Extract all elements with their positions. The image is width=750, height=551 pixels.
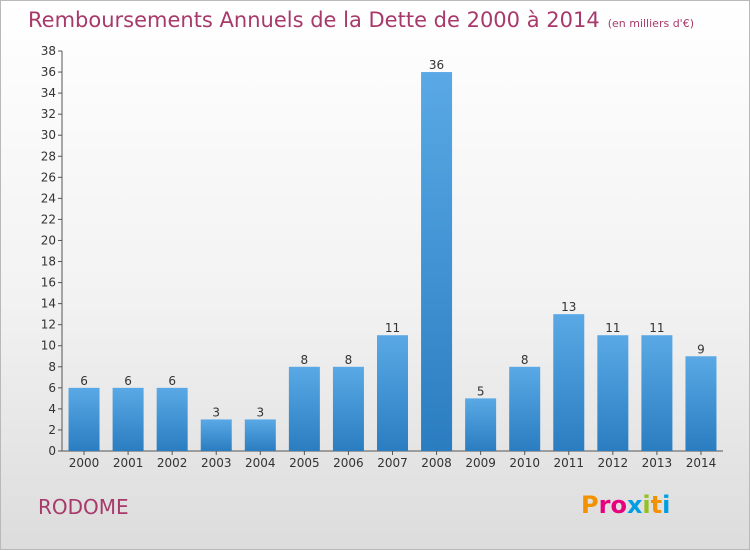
y-tick-label: 4 [48,402,56,416]
y-tick-label: 22 [41,212,56,226]
proxiti-logo[interactable]: Proxiti [581,491,670,519]
place-name: RODOME [38,495,129,519]
data-label-2014: 9 [697,342,705,356]
bar-2014 [685,356,717,451]
data-label-2009: 5 [477,384,485,398]
bar-2000 [68,387,100,451]
logo-letter: t [650,491,663,519]
x-tick-label-2004: 2004 [245,456,276,470]
y-tick-label: 28 [41,149,56,163]
logo-letter: o [610,491,627,519]
bar-2003 [200,419,232,451]
chart-unit: (en milliers d'€) [607,17,694,30]
bar-2008 [421,72,453,451]
x-tick-label-2006: 2006 [333,456,364,470]
y-tick-label: 2 [48,423,56,437]
y-tick-label: 38 [41,44,56,58]
x-tick-label-2011: 2011 [553,456,584,470]
y-tick-label: 6 [48,381,56,395]
data-label-2008: 36 [429,58,444,72]
data-label-2010: 8 [521,353,529,367]
x-tick-label-2008: 2008 [421,456,452,470]
y-tick-label: 10 [41,339,56,353]
chart-labels: 2000 6 2001 6 2002 6 2003 3 2004 3 2005 8 2006 8 2007 1… [69,58,716,470]
y-tick-label: 24 [41,191,56,205]
chart-bars [68,72,717,451]
bar-2004 [244,419,276,451]
bar-2010 [509,366,541,451]
data-label-2005: 8 [301,353,309,367]
bar-2012 [597,335,629,451]
x-tick-label-2001: 2001 [113,456,144,470]
y-tick-label: 8 [48,360,56,374]
data-label-2001: 6 [124,374,132,388]
x-tick-label-2005: 2005 [289,456,320,470]
data-label-2006: 8 [345,353,353,367]
data-label-2002: 6 [168,374,176,388]
y-tick-label: 18 [41,255,56,269]
x-tick-label-2013: 2013 [642,456,673,470]
data-label-2011: 13 [561,300,576,314]
chart-title: Remboursements Annuels de la Dette de 20… [28,8,694,32]
x-tick-label-2000: 2000 [69,456,100,470]
bar-2007 [377,335,408,451]
logo-letter: i [642,491,651,519]
data-label-2013: 11 [649,321,664,335]
bar-2011 [553,314,585,451]
logo-letter: r [598,491,611,519]
logo-letter: i [662,491,671,519]
x-tick-label-2014: 2014 [686,456,717,470]
y-tick-label: 20 [41,233,56,247]
y-tick-label: 0 [48,444,56,458]
bar-2006 [332,366,364,451]
bar-2001 [112,387,144,451]
x-tick-label-2002: 2002 [157,456,188,470]
bar-2013 [641,335,673,451]
x-tick-label-2009: 2009 [465,456,496,470]
y-tick-label: 26 [41,170,56,184]
x-tick-label-2007: 2007 [377,456,408,470]
chart-title-text: Remboursements Annuels de la Dette de 20… [28,8,600,32]
data-label-2004: 3 [256,405,264,419]
logo-letter: P [581,491,599,519]
logo-letter: x [626,491,643,519]
y-tick-label: 32 [41,107,56,121]
data-label-2003: 3 [212,405,220,419]
data-label-2000: 6 [80,374,88,388]
x-tick-label-2012: 2012 [598,456,629,470]
x-tick-label-2010: 2010 [509,456,540,470]
y-tick-label: 14 [41,297,56,311]
y-tick-label: 16 [41,276,56,290]
data-label-2007: 11 [385,321,400,335]
y-tick-label: 12 [41,318,56,332]
bar-2009 [465,398,497,451]
y-tick-label: 30 [41,128,56,142]
x-tick-label-2003: 2003 [201,456,232,470]
data-label-2012: 11 [605,321,620,335]
y-tick-label: 34 [41,86,56,100]
bar-2002 [156,387,188,451]
bar-2005 [288,366,320,451]
y-tick-label: 36 [41,65,56,79]
